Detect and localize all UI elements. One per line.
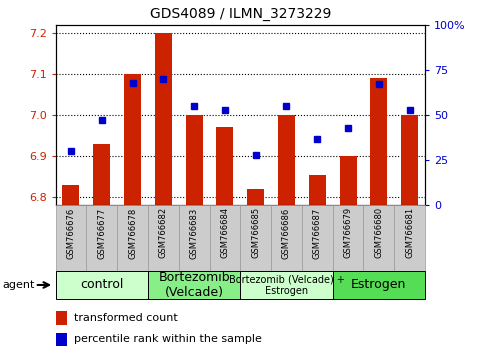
Bar: [302, 205, 333, 271]
Bar: [401, 115, 418, 205]
Text: GSM766680: GSM766680: [374, 207, 384, 258]
Title: GDS4089 / ILMN_3273229: GDS4089 / ILMN_3273229: [150, 7, 331, 21]
Bar: [56, 271, 148, 299]
Bar: [124, 74, 141, 205]
Text: GSM766679: GSM766679: [343, 207, 353, 258]
Bar: [394, 205, 425, 271]
Bar: [240, 205, 271, 271]
Bar: [271, 205, 302, 271]
Bar: [278, 115, 295, 205]
Text: GSM766684: GSM766684: [220, 207, 229, 258]
Text: GSM766682: GSM766682: [159, 207, 168, 258]
Bar: [309, 175, 326, 205]
Text: GSM766676: GSM766676: [67, 207, 75, 258]
Text: agent: agent: [2, 280, 35, 290]
Text: GSM766681: GSM766681: [405, 207, 414, 258]
Bar: [62, 185, 79, 205]
Bar: [340, 156, 356, 205]
Text: Bortezomib (Velcade) +
Estrogen: Bortezomib (Velcade) + Estrogen: [228, 274, 344, 296]
Bar: [155, 33, 172, 205]
Bar: [148, 271, 241, 299]
Bar: [117, 205, 148, 271]
Bar: [333, 271, 425, 299]
Text: Bortezomib
(Velcade): Bortezomib (Velcade): [158, 271, 230, 299]
Bar: [364, 205, 394, 271]
Bar: [240, 271, 333, 299]
Text: GSM766687: GSM766687: [313, 207, 322, 258]
Bar: [216, 127, 233, 205]
Bar: [333, 205, 364, 271]
Bar: [93, 144, 110, 205]
Bar: [179, 205, 210, 271]
Bar: [185, 115, 202, 205]
Text: transformed count: transformed count: [74, 313, 178, 323]
Bar: [247, 189, 264, 205]
Text: percentile rank within the sample: percentile rank within the sample: [74, 335, 262, 344]
Text: GSM766677: GSM766677: [97, 207, 106, 258]
Bar: [148, 205, 179, 271]
Bar: [56, 333, 67, 346]
Bar: [370, 78, 387, 205]
Text: GSM766683: GSM766683: [190, 207, 199, 258]
Text: Estrogen: Estrogen: [351, 279, 407, 291]
Text: GSM766678: GSM766678: [128, 207, 137, 258]
Text: control: control: [80, 279, 124, 291]
Bar: [56, 205, 86, 271]
Bar: [86, 205, 117, 271]
Bar: [210, 205, 240, 271]
Text: GSM766685: GSM766685: [251, 207, 260, 258]
Text: GSM766686: GSM766686: [282, 207, 291, 258]
Bar: [56, 312, 67, 325]
